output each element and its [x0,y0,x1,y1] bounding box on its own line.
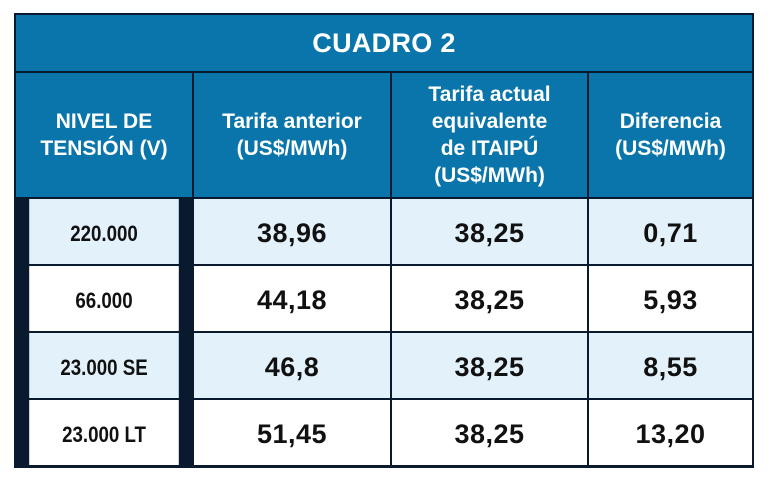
cell-difference: 5,93 [589,266,752,331]
cell-current-tariff: 38,25 [392,199,587,264]
header-previous-tariff: Tarifa anterior (US$/MWh) [194,73,390,197]
table-title: CUADRO 2 [16,15,752,71]
cell-previous-tariff: 51,45 [194,400,390,465]
voltage-level-text: 66.000 [75,287,133,313]
table-row: 23.000 SE 46,8 38,25 8,55 [16,333,752,398]
table-row: 66.000 44,18 38,25 5,93 [16,266,752,331]
cell-difference: 0,71 [589,199,752,264]
cell-voltage-level: 23.000 LT [29,400,179,465]
cell-voltage-level: 23.000 SE [29,333,179,398]
cell-previous-tariff: 38,96 [194,199,390,264]
cell-current-tariff: 38,25 [392,266,587,331]
cell-previous-tariff: 46,8 [194,333,390,398]
cell-current-tariff: 38,25 [392,400,587,465]
cell-voltage-level: 220.000 [29,199,179,264]
voltage-level-text: 220.000 [70,220,138,246]
cell-previous-tariff: 44,18 [194,266,390,331]
table-body: 220.000 38,96 38,25 0,71 66.000 44,18 38… [16,199,752,465]
table-row: 23.000 LT 51,45 38,25 13,20 [16,400,752,465]
header-voltage-level: NIVEL DE TENSIÓN (V) [16,73,192,197]
tariff-table: CUADRO 2 NIVEL DE TENSIÓN (V) Tarifa ant… [14,13,754,468]
cell-voltage-level: 66.000 [29,266,179,331]
header-row: NIVEL DE TENSIÓN (V) Tarifa anterior (US… [16,73,752,197]
voltage-level-text: 23.000 LT [62,421,146,447]
cell-current-tariff: 38,25 [392,333,587,398]
table-row: 220.000 38,96 38,25 0,71 [16,199,752,264]
header-current-itaipu-tariff: Tarifa actual equivalente de ITAIPÚ (US$… [392,73,587,197]
cell-difference: 13,20 [589,400,752,465]
cell-difference: 8,55 [589,333,752,398]
voltage-level-text: 23.000 SE [60,354,148,380]
header-difference: Diferencia (US$/MWh) [589,73,752,197]
